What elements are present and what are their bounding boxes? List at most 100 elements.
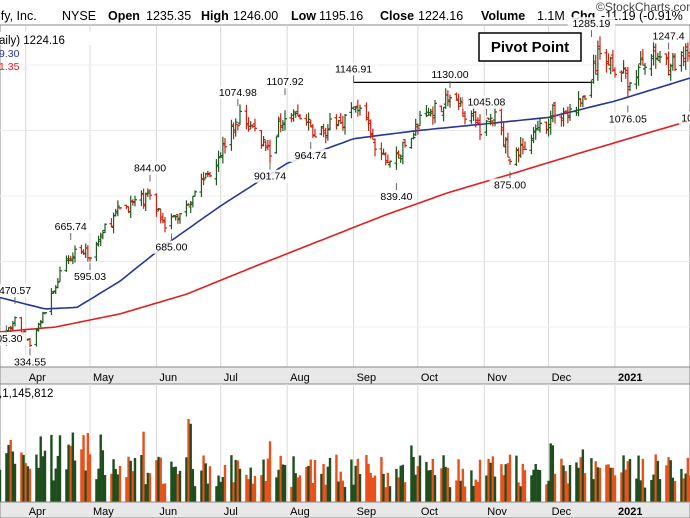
volume-bar <box>185 457 188 502</box>
high-label: High <box>201 9 229 23</box>
volume-bar <box>101 450 105 502</box>
volume-bar <box>380 456 383 502</box>
volume-bar <box>395 468 398 502</box>
annotation-bg <box>426 67 474 81</box>
annotation-label: 839.40 <box>380 191 412 203</box>
volume-bar <box>281 464 285 502</box>
volume-bar <box>234 459 237 502</box>
volume-value: 1.1M <box>537 9 565 23</box>
volume-bar <box>446 467 450 502</box>
volume-bar <box>485 475 488 502</box>
annotation-label: 665.74 <box>55 221 87 233</box>
annotation-bg <box>375 190 418 204</box>
volume-bar <box>131 471 135 502</box>
volume-bar <box>489 462 492 502</box>
volume-bar <box>178 470 182 502</box>
price-annotations: 405.30 470.57 334.55 665.74 595.03 844.00 685.… <box>0 17 690 369</box>
legend-price: aily) 1224.16 <box>0 35 65 47</box>
volume-bar <box>56 455 60 502</box>
volume-bar <box>24 463 27 502</box>
volume-bar <box>545 484 548 502</box>
annotation-label: 875.00 <box>494 179 526 191</box>
volume-bar <box>328 457 332 502</box>
volume-bar <box>191 468 195 502</box>
volume-bar <box>294 473 297 502</box>
volume-bar <box>523 470 527 502</box>
month-label: 2021 <box>618 372 642 384</box>
volume-bar <box>455 480 458 502</box>
volume-bar <box>508 454 512 502</box>
annotation: 595.03 <box>69 263 111 284</box>
volume-x-axis <box>0 501 690 518</box>
annotation: 964.74 <box>290 142 332 163</box>
volume-bar <box>86 432 90 502</box>
volume-bar <box>635 478 638 502</box>
volume-bar <box>581 449 585 502</box>
volume-bar <box>283 464 287 502</box>
annotation-bg <box>567 17 616 31</box>
volume-bar <box>429 469 432 502</box>
volume-bar <box>386 472 390 502</box>
volume-bar <box>594 461 597 502</box>
volume-bar <box>247 479 250 502</box>
month-label: Aug <box>290 506 310 518</box>
volume-bar <box>26 466 30 502</box>
annotation-label: 964.74 <box>295 150 327 162</box>
volume-bar <box>598 467 602 502</box>
volume-label: Volume <box>481 9 525 23</box>
annotation-label: 1045.08 <box>467 97 505 109</box>
volume-bar <box>69 445 72 502</box>
volume-bar <box>669 460 672 502</box>
annotation-label: 595.03 <box>74 271 106 283</box>
volume-bar <box>73 460 77 502</box>
volume-bar <box>99 434 102 502</box>
volume-bar <box>112 459 115 502</box>
volume-bar <box>176 474 180 502</box>
volume-bar <box>609 467 612 502</box>
volume-bar <box>427 470 430 502</box>
annotation: 844.00 <box>129 161 171 182</box>
high-value: 1246.00 <box>233 9 278 23</box>
volume-bar <box>590 458 593 502</box>
volume-bar <box>110 473 113 502</box>
annotation: 1045.08 <box>462 95 511 116</box>
volume-bar <box>279 455 282 502</box>
volume-bar <box>534 463 537 502</box>
volume-bar <box>88 454 92 502</box>
volume-bar <box>410 445 413 502</box>
volume-bar <box>148 473 152 502</box>
volume-bar <box>84 470 87 502</box>
month-label: Apr <box>29 372 46 384</box>
month-label: Oct <box>421 372 438 384</box>
annotation-bg <box>329 62 378 76</box>
volume-bar <box>22 454 25 502</box>
volume-bar <box>204 463 207 502</box>
ohlc-bars <box>0 36 690 348</box>
volume-bar <box>159 457 162 502</box>
volume-bar <box>39 436 42 502</box>
volume-bar <box>266 458 270 502</box>
volume-bar <box>463 486 467 502</box>
month-label: Dec <box>552 506 572 518</box>
volume-bar <box>339 471 342 502</box>
price-month-labels: Apr May Jun Jul Aug Sep Oct Nov Dec 2021 <box>29 372 643 384</box>
volume-bar <box>688 475 690 502</box>
volume-bar <box>470 470 473 502</box>
volume-bar <box>444 466 447 502</box>
volume-bar <box>232 482 235 502</box>
annotation-bg <box>647 29 690 43</box>
annotation-label: 1146.91 <box>335 63 372 75</box>
volume-bar <box>67 444 70 502</box>
volume-bar <box>622 455 625 502</box>
volume-bar <box>538 470 542 502</box>
annotation-bg <box>0 332 28 346</box>
month-label: Nov <box>487 506 507 518</box>
annotation-label: 685.00 <box>155 242 187 254</box>
volume-bar <box>354 465 357 502</box>
volume-bar <box>11 451 15 502</box>
volume-bar <box>343 486 347 502</box>
chg-value: -11.19 (-0.91% <box>601 9 683 23</box>
volume-bar <box>350 459 353 502</box>
volume-bar <box>382 473 385 502</box>
volume-bar <box>568 464 572 502</box>
